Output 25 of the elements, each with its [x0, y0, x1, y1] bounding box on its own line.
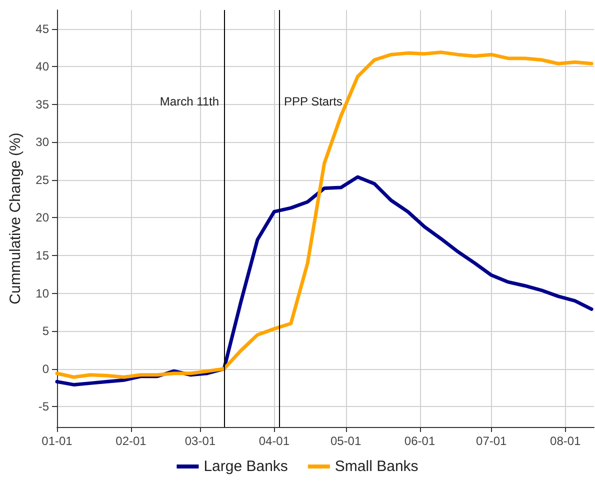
x-tick-label: 04-01	[258, 434, 290, 448]
y-tick-label: 0	[42, 362, 50, 376]
x-tick-label: 05-01	[330, 434, 362, 448]
y-tick-label: 40	[36, 60, 50, 74]
x-tick-label: 03-01	[184, 434, 216, 448]
ref-line-label: PPP Starts	[284, 94, 342, 109]
x-tick-label: 06-01	[404, 434, 436, 448]
y-tick-label: 25	[36, 172, 50, 187]
x-tick-label: 01-01	[42, 434, 73, 448]
y-tick-label: 15	[36, 248, 50, 263]
x-tick-label: 08-01	[550, 434, 582, 448]
x-tick-label: 02-01	[116, 434, 147, 448]
y-tick-label: -5	[38, 400, 50, 414]
legend-label: Large Banks	[204, 458, 288, 475]
ref-line-label: March 11th	[160, 94, 220, 109]
y-tick-label: 10	[36, 286, 50, 300]
y-tick-label: 5	[42, 324, 50, 338]
y-tick-label: 35	[36, 97, 50, 112]
y-tick-label: 20	[36, 210, 50, 225]
y-tick-label: 30	[36, 135, 50, 150]
y-axis-title: Cummulative Change (%)	[7, 132, 24, 304]
y-tick-label: 45	[36, 22, 50, 36]
x-tick-label: 07-01	[476, 434, 508, 448]
legend-label: Small Banks	[334, 458, 418, 475]
line-series	[55, 50, 594, 379]
